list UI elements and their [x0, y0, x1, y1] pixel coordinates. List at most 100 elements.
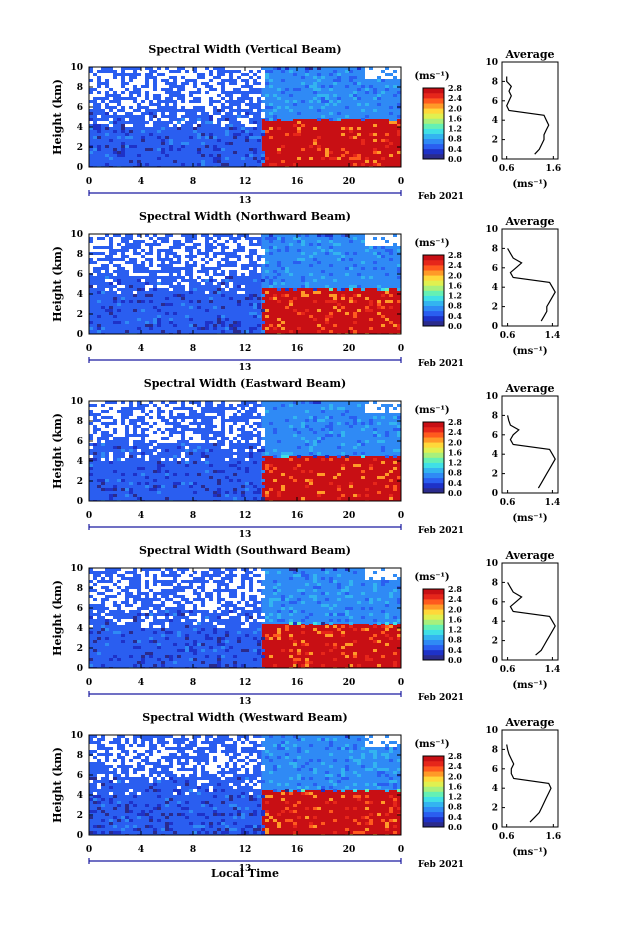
no-data-cell [129, 70, 133, 73]
no-data-cell [133, 607, 137, 610]
heatmap-cell [341, 488, 345, 491]
no-data-cell [97, 404, 101, 407]
heatmap-cell [145, 613, 149, 616]
heatmap-cell [265, 145, 269, 148]
no-data-cell [185, 434, 189, 437]
heatmap-cell [249, 148, 253, 151]
average-y-tick-label: 8 [492, 578, 498, 588]
heatmap-cell [289, 425, 293, 428]
no-data-cell [193, 601, 197, 604]
heatmap-cell [113, 315, 117, 318]
heatmap-cell [313, 76, 317, 79]
no-data-cell [193, 407, 197, 410]
heatmap-cell [273, 598, 277, 601]
no-data-cell [145, 273, 149, 276]
no-data-cell [217, 270, 221, 273]
colorbar-swatch [423, 128, 444, 134]
heatmap-cell [257, 640, 261, 643]
heatmap-cell [229, 795, 233, 798]
no-data-cell [245, 270, 249, 273]
heatmap-cell [105, 479, 109, 482]
heatmap-cell [165, 330, 169, 333]
heatmap-cell [105, 619, 109, 622]
heatmap-cell [137, 664, 141, 667]
heatmap-cell [189, 646, 193, 649]
no-data-cell [129, 738, 133, 741]
average-title: Average [504, 215, 554, 228]
no-data-cell [205, 577, 209, 580]
heatmap-cell [281, 282, 285, 285]
heatmap-cell [393, 416, 397, 419]
heatmap-cell [109, 139, 113, 142]
no-data-cell [185, 94, 189, 97]
no-data-cell [117, 252, 121, 255]
heatmap-cell [193, 640, 197, 643]
heatmap-cell [113, 640, 117, 643]
heatmap-cell [273, 577, 277, 580]
no-data-cell [229, 267, 233, 270]
no-data-cell [185, 103, 189, 106]
heatmap-cell [161, 446, 165, 449]
heatmap-cell [341, 151, 345, 154]
heatmap-cell [345, 279, 349, 282]
no-data-cell [201, 91, 205, 94]
heatmap-cell [141, 810, 145, 813]
no-data-cell [137, 79, 141, 82]
colorbar-swatch [423, 148, 444, 155]
no-data-cell [261, 431, 265, 434]
no-data-cell [225, 267, 229, 270]
no-data-cell [145, 249, 149, 252]
colorbar-swatch [423, 88, 444, 94]
heatmap-cell [313, 586, 317, 589]
no-data-cell [157, 425, 161, 428]
heatmap-cell [257, 467, 261, 470]
heatmap-cell [101, 312, 105, 315]
heatmap-cell [245, 142, 249, 145]
no-data-cell [157, 261, 161, 264]
heatmap-cell [205, 470, 209, 473]
heatmap-cell [341, 246, 345, 249]
no-data-cell [249, 82, 253, 85]
no-data-cell [261, 619, 265, 622]
heatmap-cell [265, 631, 269, 634]
no-data-cell [233, 106, 237, 109]
no-data-cell [261, 613, 265, 616]
heatmap-cell [393, 646, 397, 649]
heatmap-cell [297, 115, 301, 118]
heatmap-cell [153, 485, 157, 488]
no-data-cell [213, 595, 217, 598]
heatmap-cell [189, 291, 193, 294]
heatmap-cell [257, 825, 261, 828]
no-data-cell [105, 577, 109, 580]
no-data-cell [185, 243, 189, 246]
heatmap-cell [393, 121, 397, 124]
heatmap-cell [317, 330, 321, 333]
heatmap-cell [169, 145, 173, 148]
heatmap-cell [149, 497, 153, 500]
heatmap-cell [165, 497, 169, 500]
heatmap-cell [101, 664, 105, 667]
heatmap-cell [329, 160, 333, 163]
heatmap-cell [309, 264, 313, 267]
heatmap-cell [305, 73, 309, 76]
no-data-cell [109, 419, 113, 422]
heatmap-cell [345, 70, 349, 73]
no-data-cell [365, 407, 369, 410]
no-data-cell [89, 255, 93, 258]
no-data-cell [173, 750, 177, 753]
no-data-cell [109, 604, 113, 607]
no-data-cell [117, 601, 121, 604]
heatmap-cell [261, 154, 265, 157]
no-data-cell [369, 401, 373, 404]
heatmap-cell [173, 613, 177, 616]
no-data-cell [209, 434, 213, 437]
no-data-cell [153, 237, 157, 240]
heatmap-cell [281, 649, 285, 652]
no-data-cell [157, 285, 161, 288]
heatmap-cell [369, 601, 373, 604]
colorbar-tick-label: 2.8 [448, 584, 462, 594]
heatmap-cell [265, 494, 269, 497]
heatmap-cell [353, 452, 357, 455]
heatmap-cell [97, 330, 101, 333]
heatmap-cell [357, 643, 361, 646]
